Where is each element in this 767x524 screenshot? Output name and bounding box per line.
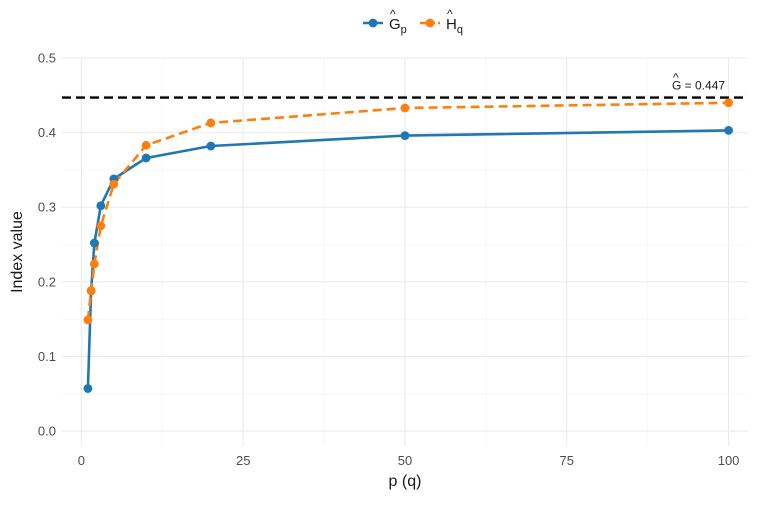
x-tick-label: 100 [718, 453, 740, 468]
legend-hat-p: ^ [390, 7, 396, 21]
data-point-q [86, 286, 96, 296]
legend-key-point-q [425, 18, 435, 28]
data-point-p [141, 153, 151, 163]
x-tick-label: 0 [78, 453, 85, 468]
grid [62, 57, 748, 446]
data-point-q [89, 259, 99, 269]
y-tick-labels: 0.0 0.1 0.2 0.3 0.4 0.5 [38, 51, 56, 439]
y-tick-label: 0.3 [38, 200, 56, 215]
y-tick-label: 0.4 [38, 125, 56, 140]
legend-label-p: Gp [389, 16, 407, 36]
data-point-q [206, 118, 216, 128]
y-tick-label: 0.0 [38, 424, 56, 439]
y-tick-label: 0.5 [38, 51, 56, 66]
data-point-q [141, 140, 151, 150]
reference-line-group: ^ G = 0.447 [62, 71, 748, 99]
series-lines [86, 101, 729, 389]
data-point-q [96, 221, 106, 231]
reference-label-hat: ^ [673, 71, 679, 85]
data-point-p [724, 125, 733, 135]
data-point-q [109, 179, 119, 189]
data-point-p [96, 201, 106, 211]
legend-key-point-p [368, 18, 378, 28]
data-point-q [400, 103, 410, 113]
y-tick-label: 0.2 [38, 274, 56, 289]
series-points [83, 98, 733, 393]
data-point-q [83, 315, 93, 325]
x-tick-labels: 0 25 50 75 100 [78, 453, 740, 468]
reference-label: G = 0.447 [672, 79, 725, 93]
x-axis-title: p (q) [389, 473, 422, 490]
legend-hat-q: ^ [447, 7, 453, 21]
data-point-q [724, 98, 733, 108]
x-tick-label: 50 [398, 453, 412, 468]
data-point-p [83, 384, 93, 393]
y-axis-title: Index value [9, 211, 26, 293]
x-tick-label: 75 [560, 453, 574, 468]
legend-label-q: Hq [446, 16, 463, 36]
data-point-p [400, 131, 410, 141]
legend: ^Gp^Hq [363, 7, 463, 36]
series-line-p [86, 129, 729, 389]
data-point-p [206, 141, 216, 151]
y-tick-label: 0.1 [38, 349, 56, 364]
x-tick-label: 25 [236, 453, 250, 468]
data-point-p [89, 238, 99, 248]
